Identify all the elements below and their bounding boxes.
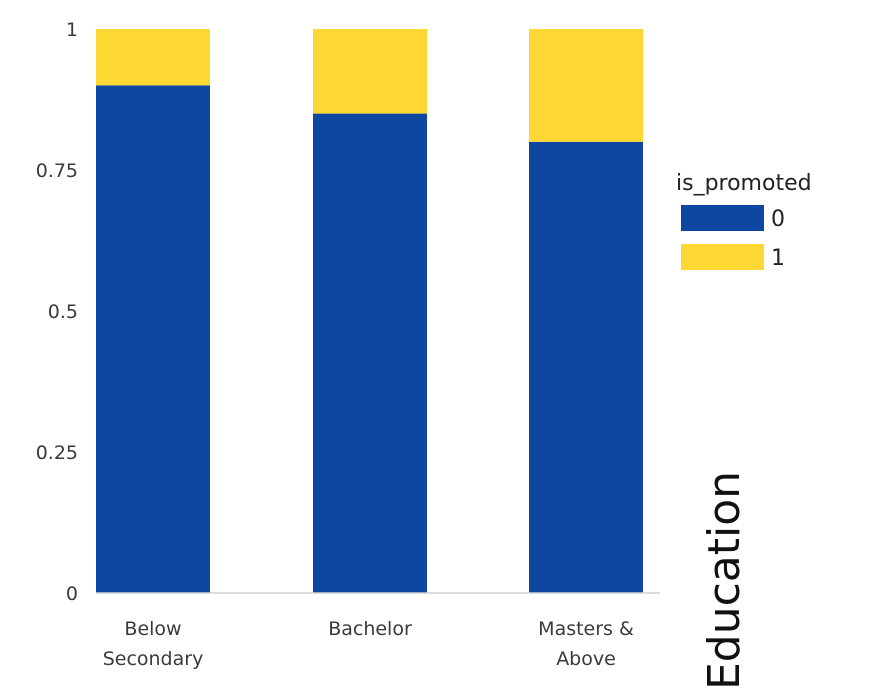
- x-tick-label: Bachelor: [328, 618, 412, 640]
- y-tick-label: 0.25: [36, 442, 78, 464]
- bar-segment-1-series-1: [96, 29, 210, 86]
- y-tick-label: 1: [66, 19, 78, 41]
- legend-title: is_promoted: [676, 171, 812, 196]
- legend-label-0: 0: [771, 207, 785, 232]
- legend-label-1: 1: [771, 246, 785, 271]
- legend-swatch-1: [681, 244, 764, 270]
- x-axis-ticks: Below Secondary Bachelor Masters & Above: [103, 618, 634, 670]
- x-axis-title: Education: [699, 471, 750, 690]
- bar-segment-3-series-0: [529, 141, 643, 594]
- bars-layer: [96, 29, 643, 594]
- legend-items: 01: [681, 205, 785, 271]
- bar-segment-3-series-1: [529, 29, 643, 142]
- x-tick-label: Masters & Above: [538, 618, 634, 670]
- bar-segment-2-series-1: [313, 29, 427, 114]
- y-tick-label: 0: [66, 583, 78, 605]
- y-tick-label: 0.75: [36, 160, 78, 182]
- y-axis-ticks: 0 0.25 0.5 0.75 1: [36, 19, 78, 605]
- bar-segment-2-series-0: [313, 113, 427, 593]
- y-tick-label: 0.5: [48, 301, 78, 323]
- legend: is_promoted 01: [676, 171, 812, 271]
- x-tick-label: Below Secondary: [103, 618, 204, 670]
- legend-swatch-0: [681, 205, 764, 231]
- bar-segment-1-series-0: [96, 85, 210, 594]
